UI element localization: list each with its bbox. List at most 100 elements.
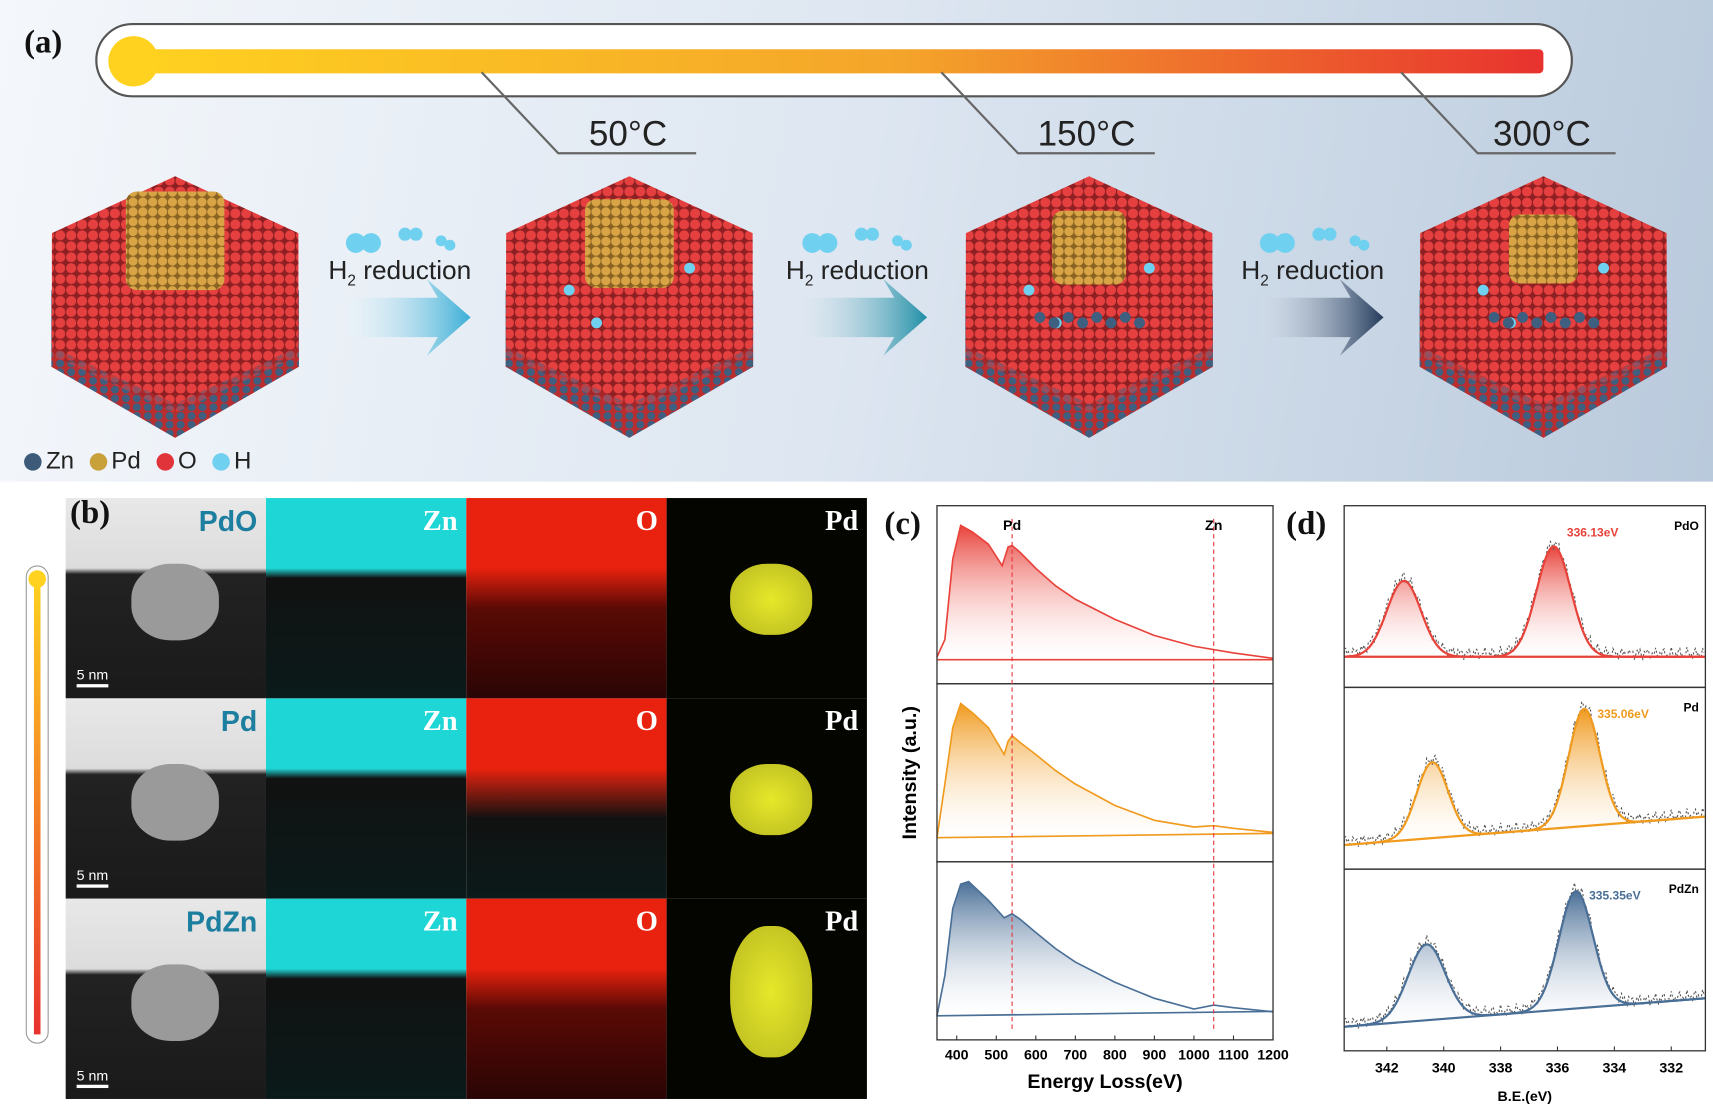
baseline bbox=[936, 1010, 1274, 1017]
series-line bbox=[936, 880, 1274, 1016]
x-tick-label: 1000 bbox=[1178, 1048, 1210, 1064]
eds-map-o: O bbox=[466, 698, 667, 899]
h-atom bbox=[684, 262, 696, 274]
h-atom bbox=[1477, 284, 1489, 296]
h2-molecule bbox=[817, 233, 838, 253]
panel-b-eds-maps: PdO 5 nm Zn O Pd Pd 5 nm Zn O Pd PdZn 5 nm Zn O Pd bbox=[65, 498, 867, 1100]
marker-label: Pd bbox=[1003, 518, 1021, 534]
arrow-2 bbox=[804, 279, 928, 356]
series-area bbox=[936, 525, 1274, 660]
marker-label: Zn bbox=[1205, 518, 1222, 534]
h2-molecule bbox=[900, 239, 912, 251]
x-tick-label: 700 bbox=[1063, 1048, 1087, 1064]
zn-atom bbox=[1134, 317, 1145, 329]
zn-atom bbox=[1034, 311, 1046, 323]
series-area bbox=[936, 703, 1274, 838]
baseline bbox=[1344, 815, 1706, 847]
x-tick-label: 400 bbox=[945, 1048, 969, 1064]
zn-atom bbox=[1502, 317, 1514, 329]
element-label: Pd bbox=[824, 704, 859, 737]
sample-label: Pd bbox=[220, 704, 258, 738]
haadf-image: Pd 5 nm bbox=[65, 698, 266, 899]
arrow-3 bbox=[1260, 279, 1384, 356]
h-atom bbox=[563, 284, 575, 296]
h2-molecule bbox=[345, 233, 366, 253]
step-label-1: H2 reduction bbox=[328, 256, 472, 289]
pd-particle bbox=[1052, 210, 1127, 285]
pd-particle bbox=[585, 199, 674, 288]
zn-atom bbox=[1048, 317, 1060, 329]
eds-map-pd: Pd bbox=[666, 698, 867, 899]
crystal-model-3 bbox=[965, 176, 1213, 438]
subplot-frame bbox=[936, 861, 1274, 1041]
fit-line bbox=[1344, 707, 1705, 847]
vertical-thermometer bbox=[25, 565, 49, 1044]
eds-map-o: O bbox=[466, 898, 667, 1099]
panel-a: (a) 50°C bbox=[0, 0, 1713, 482]
baseline bbox=[936, 832, 1274, 839]
x-tick-label: 600 bbox=[1024, 1048, 1048, 1064]
zn-atom bbox=[1559, 317, 1571, 329]
panel-c-label: (c) bbox=[884, 505, 921, 542]
panel-d-label: (d) bbox=[1286, 505, 1327, 542]
scale-bar: 5 nm bbox=[76, 867, 109, 888]
raw-data bbox=[1343, 882, 1705, 1030]
peak-area bbox=[1344, 891, 1706, 1027]
h-atom bbox=[1598, 262, 1610, 274]
series-line bbox=[936, 702, 1274, 838]
sample-label: PdO bbox=[198, 504, 258, 538]
eels-chart: Pd Zn 400 500 600 700 800 900 1000 1100 1200 Energy… bbox=[899, 505, 1289, 1093]
h2-molecule bbox=[1312, 227, 1326, 241]
step-label-3: H2 reduction bbox=[1241, 256, 1385, 289]
zn-atom bbox=[1488, 311, 1500, 323]
h2-molecule bbox=[892, 235, 904, 247]
x-tick-label: 332 bbox=[1659, 1061, 1683, 1077]
h-atom bbox=[1143, 262, 1155, 274]
x-tick-label: 338 bbox=[1489, 1061, 1513, 1077]
x-tick-label: 342 bbox=[1375, 1061, 1399, 1077]
arrow-1 bbox=[348, 279, 471, 356]
peak-annotation: 335.06eV bbox=[1597, 707, 1649, 721]
zn-atom bbox=[1531, 317, 1543, 329]
eds-map-zn: Zn bbox=[265, 898, 467, 1099]
panel-b-label: (b) bbox=[70, 494, 111, 531]
x-tick-label: 500 bbox=[984, 1048, 1008, 1064]
eds-map-zn: Zn bbox=[265, 698, 467, 899]
subplot-frame bbox=[1343, 868, 1707, 1052]
legend-o: O bbox=[156, 447, 197, 475]
raw-data bbox=[1343, 540, 1705, 662]
element-label: Zn bbox=[422, 504, 458, 537]
h2-molecule bbox=[409, 227, 423, 241]
sample-label: PdZn bbox=[1669, 882, 1699, 896]
step-label-2: H2 reduction bbox=[785, 256, 929, 289]
zn-atom bbox=[1545, 311, 1557, 323]
x-tick-label: 334 bbox=[1603, 1061, 1627, 1077]
series-line bbox=[936, 524, 1274, 660]
eds-map-pd: Pd bbox=[666, 498, 867, 699]
particle bbox=[131, 964, 219, 1041]
temperature-label-50: 50°C bbox=[588, 113, 668, 154]
crystal-model-4 bbox=[1419, 176, 1668, 438]
thermometer-diagram bbox=[51, 22, 1668, 438]
eds-map-o: O bbox=[466, 498, 667, 699]
h2-molecule bbox=[361, 233, 381, 253]
zn-atom bbox=[1119, 311, 1131, 323]
leader-lines bbox=[480, 71, 1616, 155]
x-tick-label: 1200 bbox=[1257, 1048, 1289, 1064]
h2-molecule bbox=[398, 227, 412, 241]
zn-atom bbox=[1588, 317, 1600, 329]
zn-atom bbox=[1077, 317, 1089, 329]
element-label: O bbox=[635, 704, 658, 737]
h2-molecule bbox=[1358, 239, 1370, 251]
zn-atom bbox=[1091, 311, 1103, 323]
element-label: Pd bbox=[824, 504, 859, 537]
peak-area bbox=[1344, 708, 1706, 846]
crystal-model-1 bbox=[51, 176, 299, 438]
scale-bar: 5 nm bbox=[76, 1067, 109, 1089]
h2-molecule bbox=[1259, 233, 1280, 253]
peak-area bbox=[1344, 546, 1706, 657]
sample-label: PdO bbox=[1674, 519, 1699, 533]
sample-label: Pd bbox=[1683, 700, 1698, 714]
eds-map-pd: Pd bbox=[666, 898, 867, 1099]
h2-molecule bbox=[435, 235, 447, 247]
